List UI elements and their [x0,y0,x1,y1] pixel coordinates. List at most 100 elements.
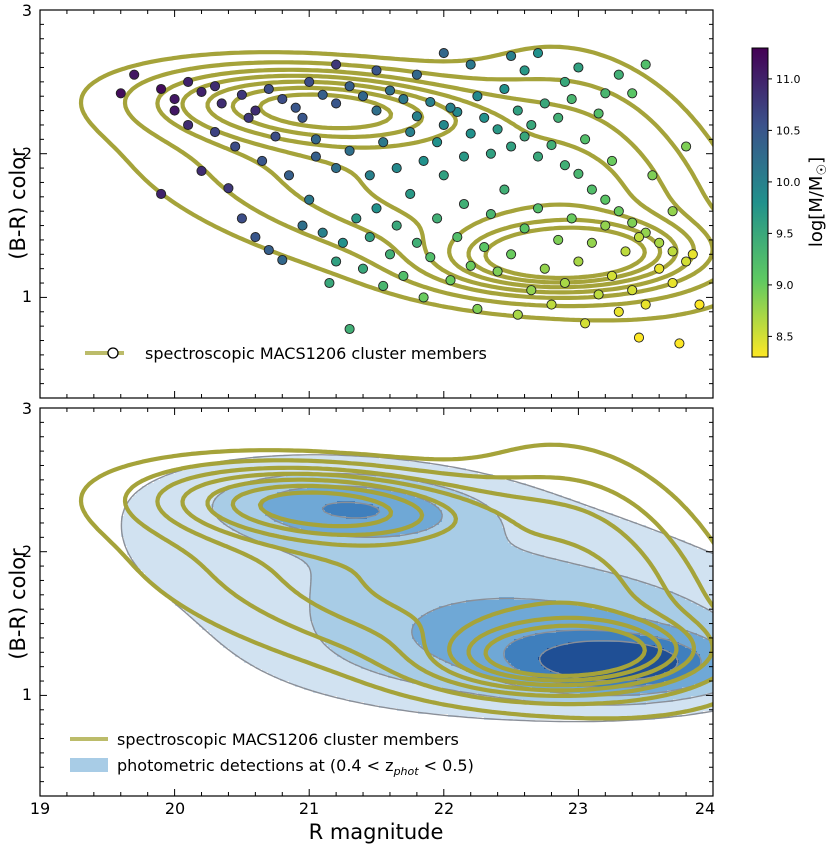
spec-member-point-151 [613,69,624,80]
xtick-label-21: 21 [299,799,319,818]
spec-member-point-110 [209,127,221,138]
bottom-spec-contours [78,442,713,721]
spec-member-point-89 [559,277,570,289]
spec-member-point-124 [418,155,429,166]
top-y-axis-label: (B-R) color [6,148,30,260]
xtick-label-23: 23 [568,799,588,818]
top-y-ticklabels: 1 2 3 [22,1,32,306]
bottom-legend: spectroscopic MACS1206 cluster members p… [70,730,474,778]
spec-member-point-16 [331,98,342,109]
spec-member-point-43 [156,188,167,199]
spec-member-point-59 [357,263,369,274]
spec-member-point-120 [364,170,375,181]
spec-member-point-106 [674,338,685,349]
spec-member-point-37 [613,206,624,217]
spec-member-point-133 [539,98,550,109]
spec-member-point-138 [606,155,618,166]
spec-member-point-45 [223,183,234,194]
top-legend-label: spectroscopic MACS1206 cluster members [145,344,487,363]
spec-member-point-101 [640,299,651,310]
spec-member-point-146 [438,48,449,59]
spec-member-point-76 [472,303,483,314]
spec-member-point-27 [479,112,490,123]
spec-member-point-52 [310,151,321,162]
spec-member-point-109 [183,119,194,131]
spec-member-point-67 [411,237,422,248]
spec-member-point-57 [344,323,355,335]
spec-member-point-71 [438,170,449,181]
spec-member-point-29 [506,141,517,152]
spec-member-point-24 [438,119,449,131]
xtick-label-20: 20 [165,799,185,818]
spec-member-point-134 [553,112,564,123]
spec-member-point-108 [169,105,180,116]
spec-member-point-119 [344,145,355,156]
top-legend-marker [107,347,119,359]
spec-member-point-118 [331,163,342,174]
spec-member-point-80 [499,184,510,195]
spec-member-point-128 [472,91,483,102]
spec-member-point-58 [351,213,362,224]
top-spec-contour-1 [78,44,713,323]
bottom-axis-ticks [39,407,714,796]
bottom-spec-contour-5 [205,477,679,688]
spec-member-point-107 [633,332,645,343]
spec-member-point-82 [512,309,523,320]
spec-member-point-1 [115,88,126,99]
spec-member-point-103 [667,277,678,289]
spec-member-point-72 [445,275,456,286]
bottom-spec-contour-3 [155,465,713,698]
spec-member-point-111 [230,141,241,152]
bottom-x-ticklabels: 19 20 21 22 23 24 [30,799,715,818]
spec-member-point-49 [277,254,288,266]
spec-member-point-44 [196,165,207,176]
top-spec-contour-5 [205,79,679,290]
spec-member-point-46 [236,213,247,224]
top-spec-contour-3 [155,67,713,300]
spec-member-point-21 [398,94,409,105]
spec-member-point-63 [384,249,396,260]
spec-member-point-19 [371,105,382,116]
spec-member-point-51 [304,194,315,205]
spec-member-point-5 [183,76,194,87]
spec-member-point-145 [411,69,422,80]
spec-member-point-23 [425,96,436,108]
spec-member-point-68 [418,292,429,303]
spec-member-point-95 [600,220,611,231]
spec-member-point-86 [539,263,550,274]
spec-member-point-98 [620,246,631,257]
spec-member-point-18 [357,91,369,102]
bottom-photometric-filled-contours [120,454,713,723]
bottom-ytick-label-1: 1 [22,685,32,704]
spec-member-point-32 [546,140,557,151]
spec-member-point-6 [196,86,207,97]
spec-member-point-105 [694,299,705,310]
bottom-legend-label-phot: photometric detections at (0.4 < zphot <… [117,756,474,778]
spec-member-point-136 [580,134,591,145]
spec-member-point-87 [546,299,557,310]
spec-member-point-35 [586,184,597,195]
spec-member-point-144 [371,65,382,76]
bottom-axes-frame [39,407,714,797]
spec-member-point-8 [216,98,227,109]
spec-member-point-113 [257,155,268,166]
bottom-legend-label-spec: spectroscopic MACS1206 cluster members [117,730,459,749]
spec-member-point-91 [573,256,584,267]
spec-member-point-3 [156,83,167,95]
spec-member-point-127 [458,151,470,162]
spec-member-point-70 [432,213,443,224]
spec-member-point-100 [633,232,645,243]
spec-member-point-7 [209,81,221,92]
spec-member-point-97 [613,306,624,317]
phot-label-suffix: < 0.5) [419,756,474,775]
phot-label-sub: phot [393,765,420,778]
spec-member-point-99 [627,285,638,296]
x-axis-label: R magnitude [309,820,444,844]
spec-member-point-154 [559,76,570,87]
xtick-label-19: 19 [30,799,50,818]
spec-member-point-38 [627,217,638,228]
spec-member-point-129 [485,148,496,159]
spec-member-point-77 [479,242,490,253]
colorbar-gradient [751,47,769,358]
spec-member-point-60 [364,232,375,243]
